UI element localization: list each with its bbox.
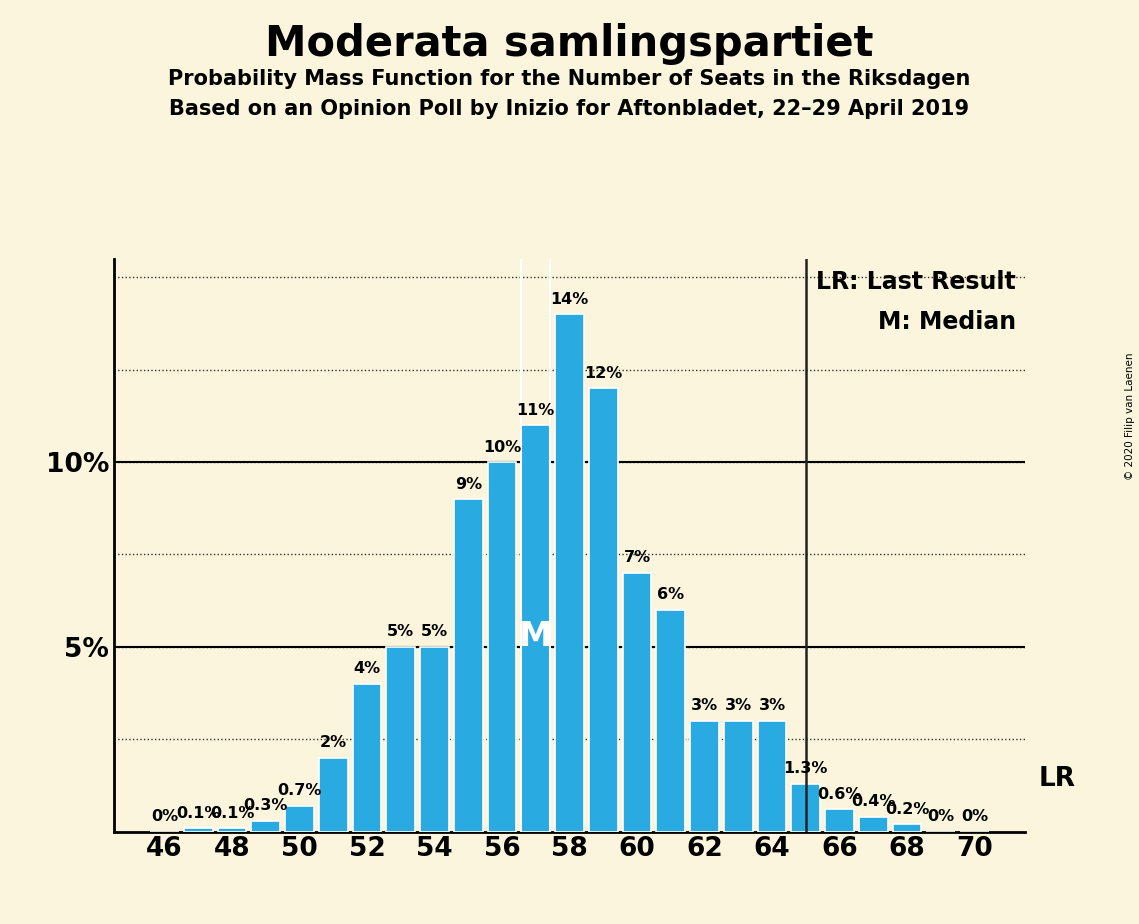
Text: 11%: 11% xyxy=(517,403,555,418)
Bar xyxy=(487,462,516,832)
Text: 3%: 3% xyxy=(724,699,752,713)
Text: LR: LR xyxy=(1039,766,1075,792)
Text: Moderata samlingspartiet: Moderata samlingspartiet xyxy=(265,23,874,65)
Text: 14%: 14% xyxy=(550,292,589,307)
Bar xyxy=(825,809,854,832)
Text: 0.1%: 0.1% xyxy=(177,806,221,821)
Text: 1.3%: 1.3% xyxy=(784,761,828,776)
Bar xyxy=(859,817,887,832)
Bar xyxy=(589,388,617,832)
Text: 0.3%: 0.3% xyxy=(244,798,288,813)
Text: 4%: 4% xyxy=(353,662,380,676)
Bar xyxy=(319,758,347,832)
Text: 0%: 0% xyxy=(961,809,988,824)
Bar xyxy=(183,828,213,832)
Bar xyxy=(285,806,314,832)
Bar xyxy=(656,610,685,832)
Text: Probability Mass Function for the Number of Seats in the Riksdagen: Probability Mass Function for the Number… xyxy=(169,69,970,90)
Bar xyxy=(792,784,820,832)
Text: 7%: 7% xyxy=(623,551,650,565)
Text: 0.1%: 0.1% xyxy=(210,806,254,821)
Text: LR: Last Result: LR: Last Result xyxy=(817,270,1016,294)
Text: M: M xyxy=(519,620,552,653)
Bar xyxy=(757,721,786,832)
Bar xyxy=(893,824,921,832)
Text: © 2020 Filip van Laenen: © 2020 Filip van Laenen xyxy=(1125,352,1134,480)
Bar xyxy=(522,425,550,832)
Text: Based on an Opinion Poll by Inizio for Aftonbladet, 22–29 April 2019: Based on an Opinion Poll by Inizio for A… xyxy=(170,99,969,119)
Bar xyxy=(386,647,415,832)
Text: 0.7%: 0.7% xyxy=(277,784,321,798)
Bar xyxy=(724,721,753,832)
Text: 0%: 0% xyxy=(927,809,954,824)
Text: M: Median: M: Median xyxy=(878,310,1016,334)
Text: 0%: 0% xyxy=(151,809,178,824)
Text: 12%: 12% xyxy=(584,366,622,381)
Bar xyxy=(555,314,584,832)
Bar xyxy=(623,573,652,832)
Text: 0.2%: 0.2% xyxy=(885,802,929,817)
Text: 6%: 6% xyxy=(657,588,685,602)
Text: 5%: 5% xyxy=(421,625,448,639)
Text: 0.6%: 0.6% xyxy=(818,787,862,802)
Text: 0.4%: 0.4% xyxy=(851,795,895,809)
Bar xyxy=(420,647,449,832)
Text: 3%: 3% xyxy=(691,699,718,713)
Bar xyxy=(690,721,719,832)
Bar xyxy=(353,684,382,832)
Bar xyxy=(252,821,280,832)
Text: 5%: 5% xyxy=(387,625,415,639)
Bar xyxy=(218,828,246,832)
Text: 10%: 10% xyxy=(483,440,522,455)
Bar xyxy=(454,499,483,832)
Text: 9%: 9% xyxy=(454,477,482,492)
Text: 3%: 3% xyxy=(759,699,786,713)
Text: 2%: 2% xyxy=(320,736,346,750)
